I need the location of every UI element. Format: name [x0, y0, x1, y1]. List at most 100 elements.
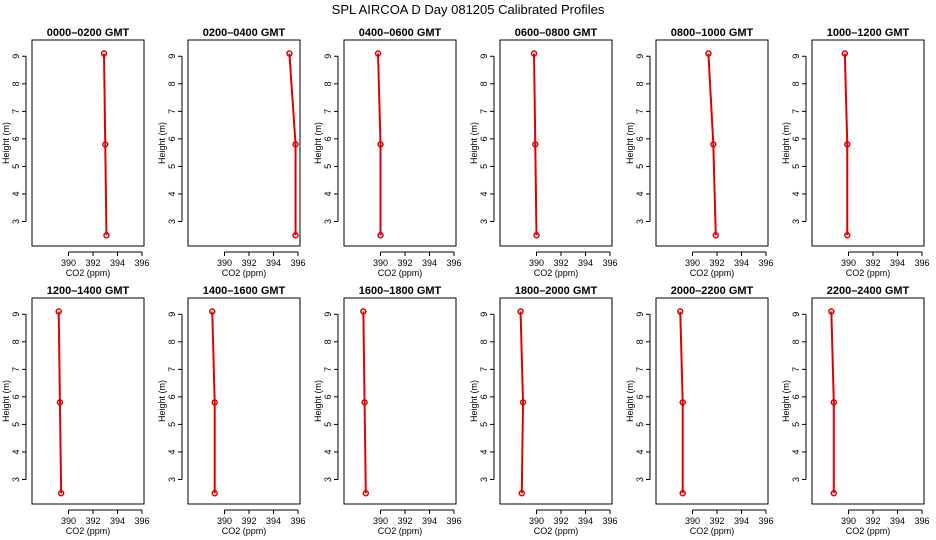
x-tick-label: 390: [841, 516, 856, 526]
plot-frame: [343, 39, 457, 247]
y-tick-label: 9: [11, 312, 21, 317]
y-tick-label: 3: [323, 219, 333, 224]
y-tick-label: 5: [479, 164, 489, 169]
y-axis: 3 4 5 6 7 8 9 Height (m): [313, 54, 339, 224]
chart-panel: 0400–0600 GMT 390 392 394 396 CO2 (ppm) 3 4 5 6 7 8…: [313, 27, 462, 278]
data-point: [292, 231, 299, 239]
x-axis-label: CO2 (ppm): [690, 526, 735, 536]
x-tick-label: 392: [85, 258, 100, 268]
y-tick-label: 4: [479, 449, 489, 454]
x-tick-label: 396: [914, 516, 929, 526]
chart-panel: 1000–1200 GMT 390 392 394 396 CO2 (ppm) 3 4 5 6 7 8…: [781, 27, 930, 278]
y-tick-label: 9: [167, 54, 177, 59]
y-axis: 3 4 5 6 7 8 9 Height (m): [469, 54, 495, 224]
y-tick-label: 4: [479, 191, 489, 196]
data-point: [103, 231, 110, 239]
x-tick-label: 394: [734, 258, 749, 268]
x-tick-label: 392: [709, 258, 724, 268]
y-tick-label: 6: [635, 394, 645, 399]
y-axis: 3 4 5 6 7 8 9 Height (m): [781, 54, 807, 224]
data-point: [828, 308, 835, 315]
x-tick-label: 396: [134, 516, 149, 526]
y-tick-label: 5: [167, 422, 177, 427]
plot-frame: [31, 39, 145, 247]
data-point: [361, 399, 368, 406]
data-point: [211, 489, 218, 497]
y-tick-label: 8: [635, 339, 645, 344]
x-axis: 390 392 394 396 CO2 (ppm): [217, 509, 306, 536]
data-point: [377, 141, 384, 148]
data-point: [841, 50, 849, 57]
y-tick-label: 3: [11, 219, 21, 224]
x-tick-label: 390: [217, 258, 232, 268]
series-line: [830, 311, 835, 494]
plot-frame: [655, 297, 769, 505]
x-tick-label: 396: [290, 516, 305, 526]
y-tick-label: 5: [791, 422, 801, 427]
y-tick-label: 3: [791, 219, 801, 224]
y-axis-label: Height (m): [469, 122, 479, 164]
x-axis: 390 392 394 396 CO2 (ppm): [217, 251, 306, 278]
y-tick-label: 7: [167, 109, 177, 114]
data-point: [292, 141, 299, 148]
x-axis: 390 392 394 396 CO2 (ppm): [61, 251, 150, 278]
x-tick-label: 396: [446, 258, 461, 268]
y-tick-label: 3: [479, 219, 489, 224]
x-axis: 390 392 394 396 CO2 (ppm): [841, 251, 930, 278]
y-tick-label: 5: [635, 164, 645, 169]
y-tick-label: 3: [791, 477, 801, 482]
main-title: SPL AIRCOA D Day 081205 Calibrated Profi…: [332, 2, 605, 17]
series-line: [519, 311, 525, 494]
series-line: [103, 53, 108, 236]
y-tick-label: 6: [323, 394, 333, 399]
y-tick-label: 9: [479, 312, 489, 317]
panel-title: 0400–0600 GMT: [359, 27, 442, 39]
data-point: [679, 399, 686, 406]
chart-panel: 1200–1400 GMT 390 392 394 396 CO2 (ppm) 3 4 5 6 7 8…: [1, 285, 150, 536]
y-axis: 3 4 5 6 7 8 9 Height (m): [1, 54, 27, 224]
x-tick-label: 394: [266, 516, 281, 526]
x-axis-label: CO2 (ppm): [534, 526, 579, 536]
y-tick-label: 6: [791, 136, 801, 141]
chart-panel: 2000–2200 GMT 390 392 394 396 CO2 (ppm) 3 4 5 6 7 8…: [625, 285, 774, 536]
y-tick-label: 7: [635, 109, 645, 114]
plot-frame: [811, 297, 925, 505]
plot-frame: [811, 39, 925, 247]
x-axis: 390 392 394 396 CO2 (ppm): [685, 251, 774, 278]
y-tick-label: 8: [11, 339, 21, 344]
y-tick-label: 7: [479, 367, 489, 372]
x-tick-label: 390: [529, 516, 544, 526]
x-tick-label: 392: [709, 516, 724, 526]
x-tick-label: 392: [397, 516, 412, 526]
x-tick-label: 394: [110, 258, 125, 268]
chart-panel: 1600–1800 GMT 390 392 394 396 CO2 (ppm) 3 4 5 6 7 8…: [313, 285, 462, 536]
x-tick-label: 390: [61, 258, 76, 268]
x-tick-label: 394: [266, 258, 281, 268]
y-axis-label: Height (m): [1, 380, 11, 422]
plot-frame: [187, 39, 301, 247]
y-tick-label: 8: [323, 339, 333, 344]
data-point: [710, 141, 717, 148]
y-tick-label: 7: [791, 109, 801, 114]
y-tick-label: 5: [635, 422, 645, 427]
y-axis: 3 4 5 6 7 8 9 Height (m): [313, 312, 339, 482]
y-tick-label: 6: [791, 394, 801, 399]
x-tick-label: 396: [134, 258, 149, 268]
x-tick-label: 394: [578, 516, 593, 526]
x-tick-label: 396: [446, 516, 461, 526]
y-tick-label: 6: [11, 136, 21, 141]
x-axis-label: CO2 (ppm): [66, 268, 111, 278]
data-point: [360, 308, 367, 315]
panel-title: 1400–1600 GMT: [203, 285, 286, 297]
y-tick-label: 9: [167, 312, 177, 317]
data-point: [519, 399, 527, 406]
panel-title: 0800–1000 GMT: [671, 27, 754, 39]
y-axis: 3 4 5 6 7 8 9 Height (m): [781, 312, 807, 482]
x-tick-label: 394: [422, 516, 437, 526]
y-axis: 3 4 5 6 7 8 9 Height (m): [157, 312, 183, 482]
y-tick-label: 9: [323, 312, 333, 317]
y-axis-label: Height (m): [625, 122, 635, 164]
data-point: [362, 489, 370, 497]
y-tick-label: 8: [479, 339, 489, 344]
